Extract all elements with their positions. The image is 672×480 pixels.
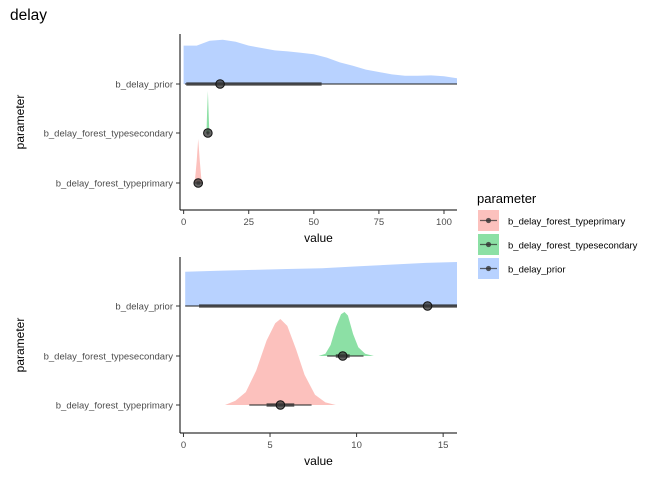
x-tick-label: 0 bbox=[181, 440, 186, 451]
density-b-delay-forest-typeprimary bbox=[225, 319, 336, 405]
density-b-delay-forest-typesecondary bbox=[205, 91, 210, 133]
legend: parameter b_delay_forest_typeprimary b_de… bbox=[477, 191, 638, 279]
figure-title: delay bbox=[10, 7, 47, 24]
point-b-delay-forest-typesecondary bbox=[203, 128, 213, 138]
legend-title: parameter bbox=[477, 191, 537, 206]
y-tick-label: b_delay_forest_typesecondary bbox=[44, 352, 174, 363]
y-tick-label: b_delay_prior bbox=[115, 80, 173, 91]
x-tick-label: 75 bbox=[374, 217, 385, 228]
legend-label: b_delay_prior bbox=[508, 265, 566, 276]
legend-point bbox=[485, 265, 492, 272]
point-b-delay-forest-typeprimary bbox=[193, 178, 204, 188]
point-b-delay-prior bbox=[422, 301, 433, 311]
point-b-delay-forest-typeprimary bbox=[275, 400, 286, 410]
x-tick-label: 10 bbox=[351, 440, 362, 451]
plot-area bbox=[183, 39, 457, 188]
density-b-delay-forest-typesecondary bbox=[318, 312, 374, 356]
panels: b_delay_prior b_delay_forest_typesecondar… bbox=[13, 34, 457, 468]
legend-item-b-delay-prior: b_delay_prior bbox=[478, 258, 566, 279]
density-b-delay-forest-typeprimary bbox=[193, 139, 203, 183]
x-tick-label: 100 bbox=[436, 217, 452, 228]
plot-area bbox=[185, 262, 457, 410]
point-b-delay-forest-typesecondary bbox=[337, 351, 348, 361]
x-axis-title: value bbox=[304, 231, 333, 245]
legend-point bbox=[485, 217, 492, 224]
x-tick-label: 50 bbox=[309, 217, 320, 228]
y-tick-label: b_delay_forest_typeprimary bbox=[56, 179, 173, 190]
x-tick-label: 15 bbox=[438, 440, 449, 451]
density-b-delay-prior bbox=[185, 262, 457, 306]
y-tick-label: b_delay_forest_typesecondary bbox=[44, 129, 174, 140]
x-axis-title: value bbox=[304, 454, 333, 468]
y-tick-label: b_delay_prior bbox=[115, 302, 173, 313]
y-axis-title: parameter bbox=[13, 95, 27, 150]
legend-label: b_delay_forest_typesecondary bbox=[508, 241, 638, 252]
x-tick-label: 5 bbox=[267, 440, 272, 451]
point-b-delay-prior bbox=[215, 79, 225, 89]
legend-item-b-delay-forest-typesecondary: b_delay_forest_typesecondary bbox=[478, 234, 638, 255]
legend-point bbox=[485, 241, 492, 248]
legend-item-b-delay-forest-typeprimary: b_delay_forest_typeprimary bbox=[478, 210, 625, 231]
panel-1: b_delay_prior b_delay_forest_typesecondar… bbox=[13, 34, 457, 245]
density-b-delay-prior bbox=[183, 39, 457, 84]
x-tick-label: 25 bbox=[243, 217, 254, 228]
y-tick-label: b_delay_forest_typeprimary bbox=[56, 401, 173, 412]
legend-label: b_delay_forest_typeprimary bbox=[508, 217, 625, 228]
panel-2: b_delay_prior b_delay_forest_typesecondar… bbox=[13, 257, 457, 468]
x-tick-label: 0 bbox=[181, 217, 186, 228]
y-axis-title: parameter bbox=[13, 318, 27, 373]
